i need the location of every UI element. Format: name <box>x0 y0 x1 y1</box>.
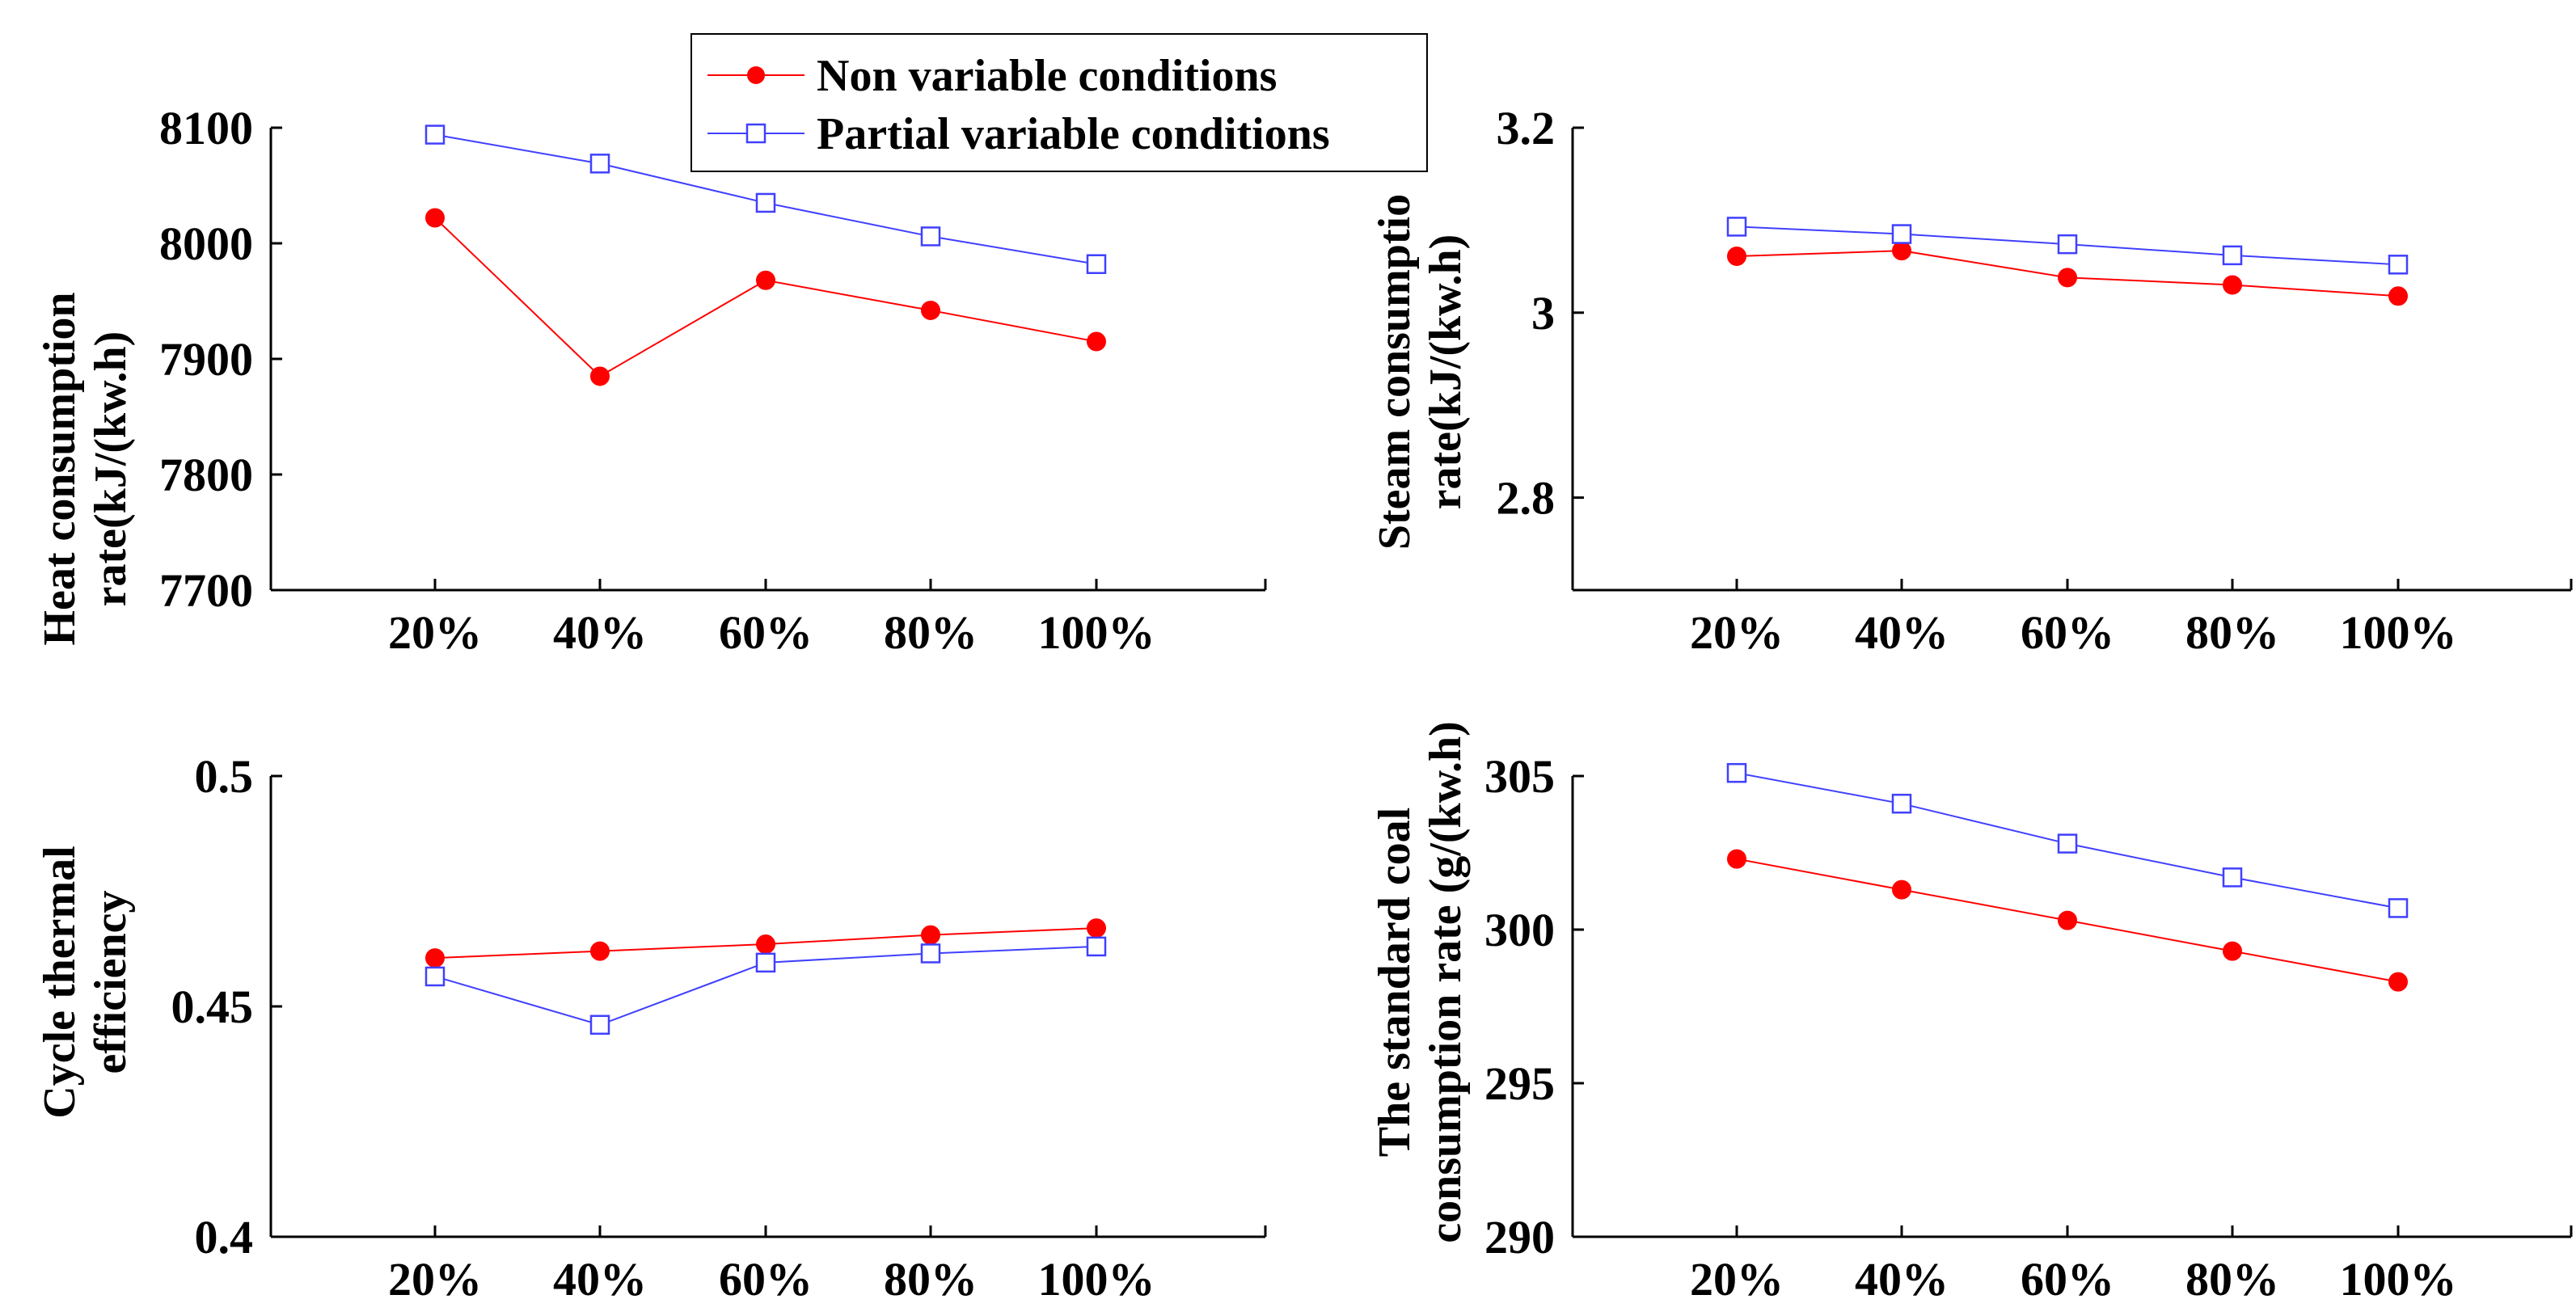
data-point-partial-variable <box>755 952 776 973</box>
y-axis-label: Steam consumptio <box>1370 194 1420 550</box>
x-tick-label: 80% <box>884 1253 978 1305</box>
x-tick-label: 20% <box>1690 1253 1784 1305</box>
data-point-non-variable <box>2388 972 2408 992</box>
x-tick-label: 40% <box>1855 1253 1949 1305</box>
data-point-non-variable <box>1892 879 1911 900</box>
y-tick-label: 7800 <box>159 449 253 501</box>
y-tick-label: 8100 <box>159 102 253 154</box>
data-point-partial-variable <box>589 154 610 174</box>
chart-panel-2: 2.8 3 3.2 20% 40% 60% 80% 100% Steam consumptio r… <box>1370 102 2573 659</box>
legend-label-non-variable: Non variable conditions <box>817 51 1277 101</box>
x-tick-label: 60% <box>2021 1253 2114 1305</box>
y-tick-label: 290 <box>1484 1211 1555 1263</box>
data-point-non-variable <box>921 300 940 320</box>
x-tick-label: 100% <box>1038 1253 1155 1305</box>
x-tick-label: 100% <box>2340 606 2457 659</box>
data-point-partial-variable <box>2222 867 2243 888</box>
y-tick-label: 3.2 <box>1497 102 1556 154</box>
data-point-partial-variable <box>424 966 446 987</box>
y-tick-label: 0.45 <box>171 981 254 1033</box>
data-point-non-variable <box>1087 331 1106 352</box>
y-tick-label: 295 <box>1484 1057 1555 1110</box>
data-point-partial-variable <box>1891 224 1912 244</box>
legend-label-partial-variable: Partial variable conditions <box>817 109 1330 159</box>
y-axis-label: The standard coal <box>1370 808 1420 1158</box>
y-tick-label: 7900 <box>159 333 253 386</box>
y-tick-label: 0.4 <box>195 1211 254 1263</box>
y-tick-label: 305 <box>1484 750 1555 803</box>
y-tick-label: 0.5 <box>195 750 254 803</box>
y-tick-label: 2.8 <box>1497 472 1556 525</box>
x-tick-label: 60% <box>719 1253 813 1305</box>
data-point-non-variable <box>590 366 610 386</box>
data-point-partial-variable <box>2388 898 2409 918</box>
legend: Non variable conditions Partial variable … <box>690 33 1428 172</box>
legend-box <box>690 33 1428 172</box>
x-tick-label: 20% <box>388 1253 482 1305</box>
data-point-partial-variable <box>2222 245 2243 266</box>
x-tick-label: 60% <box>719 606 813 659</box>
y-tick-label: 7700 <box>159 564 253 617</box>
data-point-partial-variable <box>2388 255 2409 275</box>
chart-panel-4: 290 295 300 305 20% 40% 60% 80% 100% The standard… <box>1370 721 2573 1305</box>
data-point-non-variable <box>2223 275 2242 295</box>
x-tick-label: 40% <box>553 606 647 659</box>
chart-panel-3: 0.4 0.45 0.5 20% 40% 60% 80% 100% Cycle thermal e… <box>35 750 1267 1305</box>
data-point-partial-variable <box>1086 936 1107 957</box>
x-tick-label: 40% <box>553 1253 647 1305</box>
x-tick-label: 20% <box>388 606 482 659</box>
data-point-partial-variable <box>424 124 446 145</box>
data-point-partial-variable <box>2057 833 2078 854</box>
data-point-non-variable <box>2223 941 2242 961</box>
x-tick-label: 100% <box>2340 1253 2457 1305</box>
x-tick-label: 80% <box>884 606 978 659</box>
y-tick-label: 300 <box>1484 904 1555 956</box>
y-axis-label: efficiency <box>86 891 136 1074</box>
data-point-partial-variable <box>755 192 776 213</box>
x-tick-label: 60% <box>2021 606 2114 659</box>
data-point-non-variable <box>590 941 610 961</box>
legend-marker-non-variable <box>747 66 765 84</box>
y-tick-label: 8000 <box>159 217 253 270</box>
data-point-non-variable <box>2058 910 2077 930</box>
data-point-non-variable <box>1892 241 1911 261</box>
x-tick-label: 40% <box>1855 606 1949 659</box>
x-tick-label: 100% <box>1038 606 1155 659</box>
data-point-partial-variable <box>920 226 941 247</box>
y-axis-label: consumption rate (g/(kw.h) <box>1421 721 1471 1243</box>
legend-marker-partial-variable <box>745 123 766 144</box>
data-point-non-variable <box>756 270 775 290</box>
data-point-non-variable <box>2058 268 2077 288</box>
data-point-partial-variable <box>1891 793 1912 814</box>
y-axis-label: Heat consumption <box>35 292 85 645</box>
data-point-non-variable <box>2388 286 2408 306</box>
x-tick-label: 20% <box>1690 606 1784 659</box>
data-point-non-variable <box>1087 918 1106 938</box>
y-axis-label: rate(kJ/(kw.h) <box>86 331 136 607</box>
data-point-partial-variable <box>920 943 941 964</box>
data-point-non-variable <box>425 948 445 968</box>
data-point-non-variable <box>921 925 940 945</box>
data-point-partial-variable <box>2057 234 2078 255</box>
y-axis-label: rate(kJ/(kw.h) <box>1421 234 1471 510</box>
y-tick-label: 3 <box>1531 287 1555 340</box>
x-tick-label: 80% <box>2185 606 2279 659</box>
y-axis-label: Cycle thermal <box>35 846 85 1118</box>
data-point-non-variable <box>425 208 445 228</box>
data-point-partial-variable <box>1086 254 1107 274</box>
chart-panel-1: 7700 7800 7900 8000 8100 20% 40% 60% 80% 100% Heat… <box>35 102 1267 659</box>
data-point-non-variable <box>756 934 775 955</box>
data-point-partial-variable <box>589 1014 610 1036</box>
data-point-partial-variable <box>1726 217 1747 237</box>
data-point-partial-variable <box>1726 762 1747 783</box>
data-point-non-variable <box>1727 849 1746 869</box>
data-point-non-variable <box>1727 247 1746 267</box>
x-tick-label: 80% <box>2185 1253 2279 1305</box>
series-line-non-variable <box>434 217 1097 378</box>
